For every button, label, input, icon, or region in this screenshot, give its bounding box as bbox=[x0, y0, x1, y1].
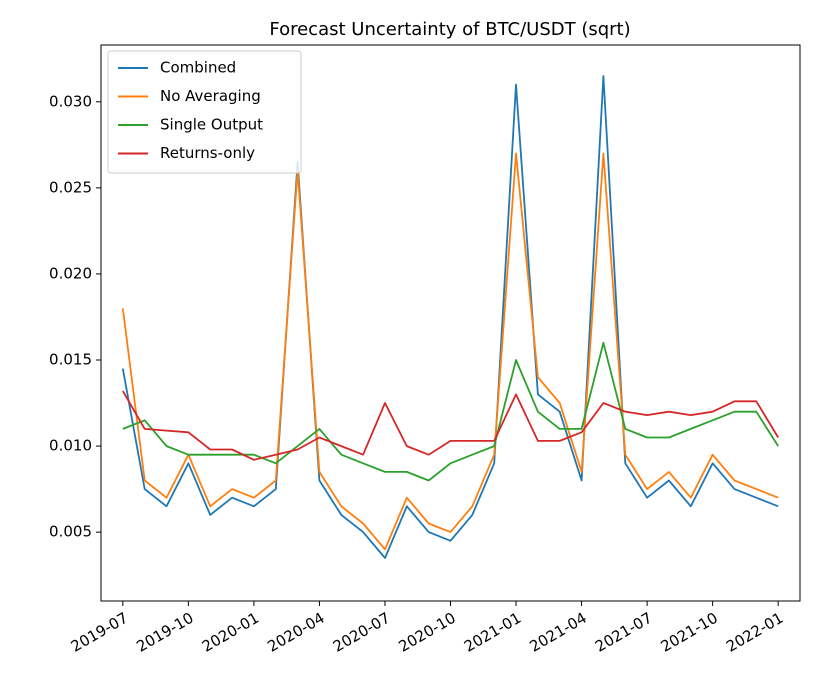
y-tick-label: 0.010 bbox=[49, 437, 92, 455]
y-tick-label: 0.030 bbox=[49, 92, 92, 110]
x-tick-label: 2021-04 bbox=[527, 609, 590, 656]
x-tick-label: 2020-04 bbox=[264, 609, 327, 656]
y-tick-label: 0.020 bbox=[49, 264, 92, 282]
y-tick-label: 0.025 bbox=[49, 178, 92, 196]
legend-label: Single Output bbox=[160, 116, 263, 134]
y-tick-label: 0.005 bbox=[49, 523, 92, 541]
legend-box bbox=[107, 50, 302, 174]
legend: Combined No Averaging Single Output Returns… bbox=[107, 50, 302, 174]
x-tick-label: 2022-01 bbox=[723, 609, 786, 656]
x-tick-label: 2019-10 bbox=[133, 609, 196, 656]
series-line bbox=[121, 75, 779, 559]
legend-label: Returns-only bbox=[160, 144, 255, 162]
x-tick-label: 2020-07 bbox=[330, 609, 393, 656]
series-line bbox=[122, 341, 779, 482]
series-line bbox=[122, 390, 779, 461]
x-tick-label: 2020-10 bbox=[395, 609, 458, 656]
x-tick-label: 2021-10 bbox=[658, 609, 721, 656]
series-line bbox=[121, 152, 779, 551]
x-tick-label: 2021-01 bbox=[461, 609, 524, 656]
x-tick-label: 2019-07 bbox=[68, 609, 131, 656]
legend-label: No Averaging bbox=[160, 87, 261, 105]
legend-label: Combined bbox=[160, 59, 236, 77]
y-tick-label: 0.015 bbox=[49, 351, 92, 369]
chart-title: Forecast Uncertainty of BTC/USDT (sqrt) bbox=[269, 19, 630, 40]
x-tick-label: 2020-01 bbox=[199, 609, 262, 656]
x-tick-label: 2021-07 bbox=[592, 609, 655, 656]
